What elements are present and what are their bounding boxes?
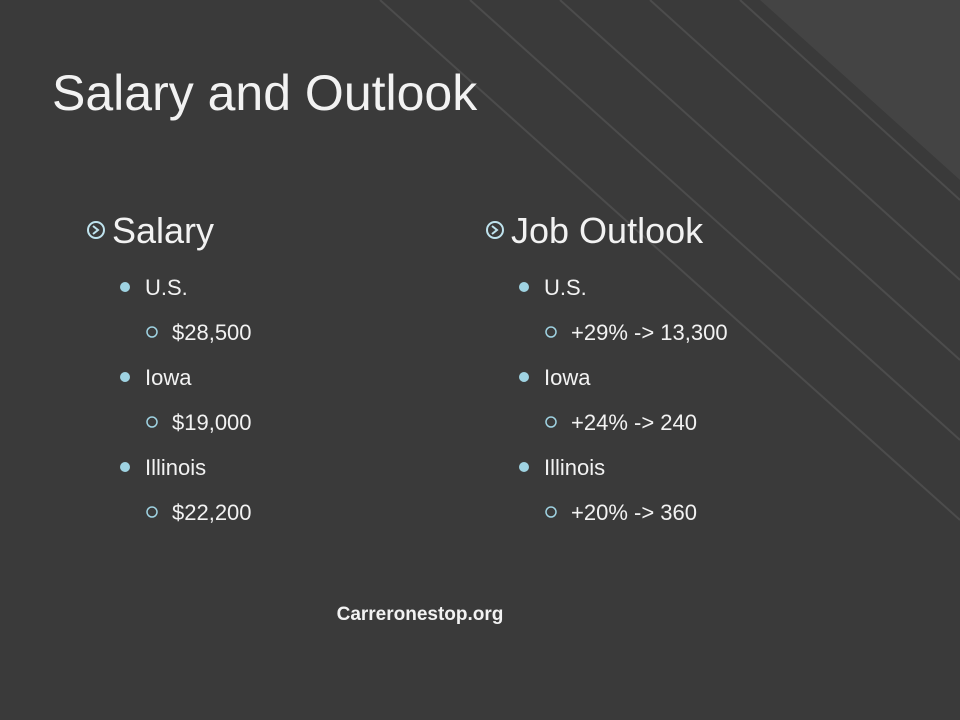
item-bullet bbox=[120, 282, 130, 292]
decor-line bbox=[739, 0, 960, 201]
detail-bullet bbox=[545, 416, 557, 428]
detail-bullet bbox=[146, 326, 158, 338]
column-heading: Job Outlook bbox=[511, 210, 704, 251]
decor-line bbox=[649, 0, 960, 281]
item-label: U.S. bbox=[544, 275, 587, 300]
source: Carreronestop.org bbox=[337, 604, 504, 625]
decor-corner bbox=[760, 0, 960, 180]
column-heading: Salary bbox=[112, 210, 214, 251]
detail-bullet bbox=[146, 416, 158, 428]
item-detail: +24% -> 240 bbox=[571, 410, 697, 435]
heading-bullet-arrow bbox=[491, 225, 499, 235]
item-bullet bbox=[120, 462, 130, 472]
detail-bullet bbox=[545, 506, 557, 518]
item-bullet bbox=[519, 462, 529, 472]
heading-bullet bbox=[87, 221, 105, 239]
heading-bullet-arrow bbox=[92, 225, 100, 235]
decoration bbox=[379, 0, 960, 521]
decor-line bbox=[379, 0, 960, 521]
item-bullet bbox=[519, 372, 529, 382]
item-label: Illinois bbox=[145, 455, 206, 480]
heading-bullet bbox=[486, 221, 504, 239]
item-detail: +29% -> 13,300 bbox=[571, 320, 728, 345]
item-bullet bbox=[120, 372, 130, 382]
slide-title: Salary and Outlook bbox=[52, 65, 478, 121]
item-detail: +20% -> 360 bbox=[571, 500, 697, 525]
item-label: U.S. bbox=[145, 275, 188, 300]
detail-bullet bbox=[146, 506, 158, 518]
item-detail: $19,000 bbox=[172, 410, 252, 435]
detail-bullet bbox=[545, 326, 557, 338]
item-detail: $22,200 bbox=[172, 500, 252, 525]
item-label: Iowa bbox=[544, 365, 591, 390]
item-bullet bbox=[519, 282, 529, 292]
decor-line bbox=[469, 0, 960, 441]
item-label: Iowa bbox=[145, 365, 192, 390]
item-detail: $28,500 bbox=[172, 320, 252, 345]
decor-line bbox=[559, 0, 960, 361]
item-label: Illinois bbox=[544, 455, 605, 480]
